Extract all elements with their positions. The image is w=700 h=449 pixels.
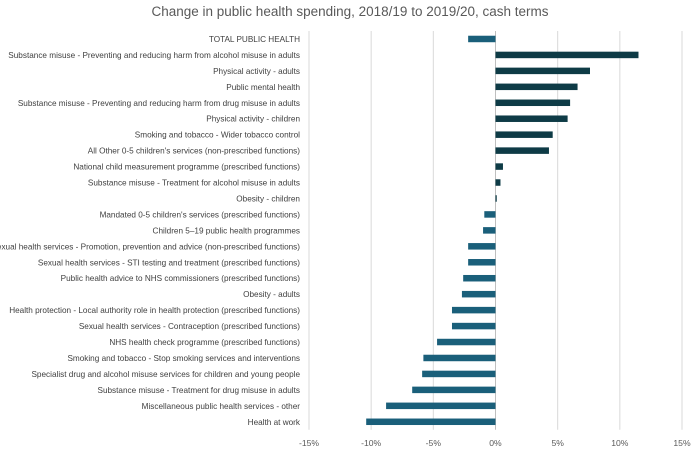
category-label-10: Obesity - children (236, 194, 300, 203)
bar-15 (463, 274, 496, 282)
bar-20 (423, 354, 496, 362)
bar-19 (437, 338, 496, 346)
bar-16 (461, 290, 496, 298)
bar-9 (495, 179, 501, 186)
category-label-19: NHS health check programme (prescribed f… (109, 338, 300, 347)
bar-18 (451, 322, 496, 330)
bar-14 (468, 259, 496, 266)
category-label-24: Health at work (248, 418, 301, 427)
category-label-2: Physical activity - adults (213, 67, 300, 76)
category-label-5: Physical activity - children (206, 115, 300, 124)
x-tick-label-4: 5% (551, 438, 564, 448)
bars (366, 35, 639, 426)
x-tick-label-1: -10% (361, 438, 381, 448)
category-label-0: TOTAL PUBLIC HEALTH (209, 35, 300, 44)
category-label-15: Public health advice to NHS commissioner… (61, 274, 301, 283)
bar-24 (366, 418, 496, 426)
category-label-3: Public mental health (226, 83, 300, 92)
x-tick-label-6: 15% (673, 438, 691, 448)
bar-23 (386, 402, 496, 410)
category-label-1: Substance misuse - Preventing and reduci… (8, 51, 300, 60)
gridlines (308, 31, 683, 430)
bar-1 (495, 51, 639, 59)
x-axis-tick-labels: -15% -10% -5% 0% 5% 10% 15% (299, 438, 691, 448)
category-label-7: All Other 0-5 children's services (non-p… (88, 147, 301, 156)
category-label-12: Children 5–19 public health programmes (153, 226, 300, 235)
category-label-8: National child measurement programme (pr… (73, 163, 300, 172)
category-label-14: Sexual health services - STI testing and… (38, 258, 300, 267)
category-label-13: Sexual health services - Promotion, prev… (0, 242, 300, 251)
category-labels: TOTAL PUBLIC HEALTH Substance misuse - Pr… (0, 35, 301, 427)
bar-0 (468, 35, 496, 43)
bar-8 (495, 163, 503, 170)
x-tick-label-3: 0% (489, 438, 502, 448)
bar-6 (495, 131, 553, 138)
category-label-4: Substance misuse - Preventing and reduci… (18, 99, 300, 108)
x-tick-label-0: -15% (299, 438, 319, 448)
bar-3 (495, 83, 578, 91)
category-label-22: Substance misuse - Treatment for drug mi… (97, 386, 300, 395)
category-label-9: Substance misuse - Treatment for alcohol… (88, 179, 300, 188)
bar-11 (484, 211, 496, 218)
bar-21 (422, 370, 496, 378)
category-label-6: Smoking and tobacco - Wider tobacco cont… (135, 131, 300, 140)
category-label-17: Health protection - Local authority role… (9, 306, 300, 315)
category-label-21: Specialist drug and alcohol misuse servi… (31, 370, 300, 379)
x-tick-label-2: -5% (426, 438, 442, 448)
bar-5 (495, 115, 568, 122)
bar-4 (495, 99, 571, 107)
category-label-20: Smoking and tobacco - Stop smoking servi… (67, 354, 300, 363)
bar-7 (495, 147, 549, 154)
bar-13 (468, 243, 496, 250)
bar-2 (495, 67, 590, 75)
bar-12 (483, 227, 496, 234)
chart-title: Change in public health spending, 2018/1… (151, 4, 548, 19)
bar-17 (451, 306, 496, 314)
category-label-11: Mandated 0-5 children's services (prescr… (100, 210, 301, 219)
x-tick-label-5: 10% (611, 438, 629, 448)
category-label-18: Sexual health services - Contraception (… (79, 322, 300, 331)
bar-10 (495, 195, 497, 202)
category-label-16: Obesity - adults (243, 290, 300, 299)
bar-22 (412, 386, 496, 394)
category-label-23: Miscellaneous public health services - o… (142, 402, 301, 411)
